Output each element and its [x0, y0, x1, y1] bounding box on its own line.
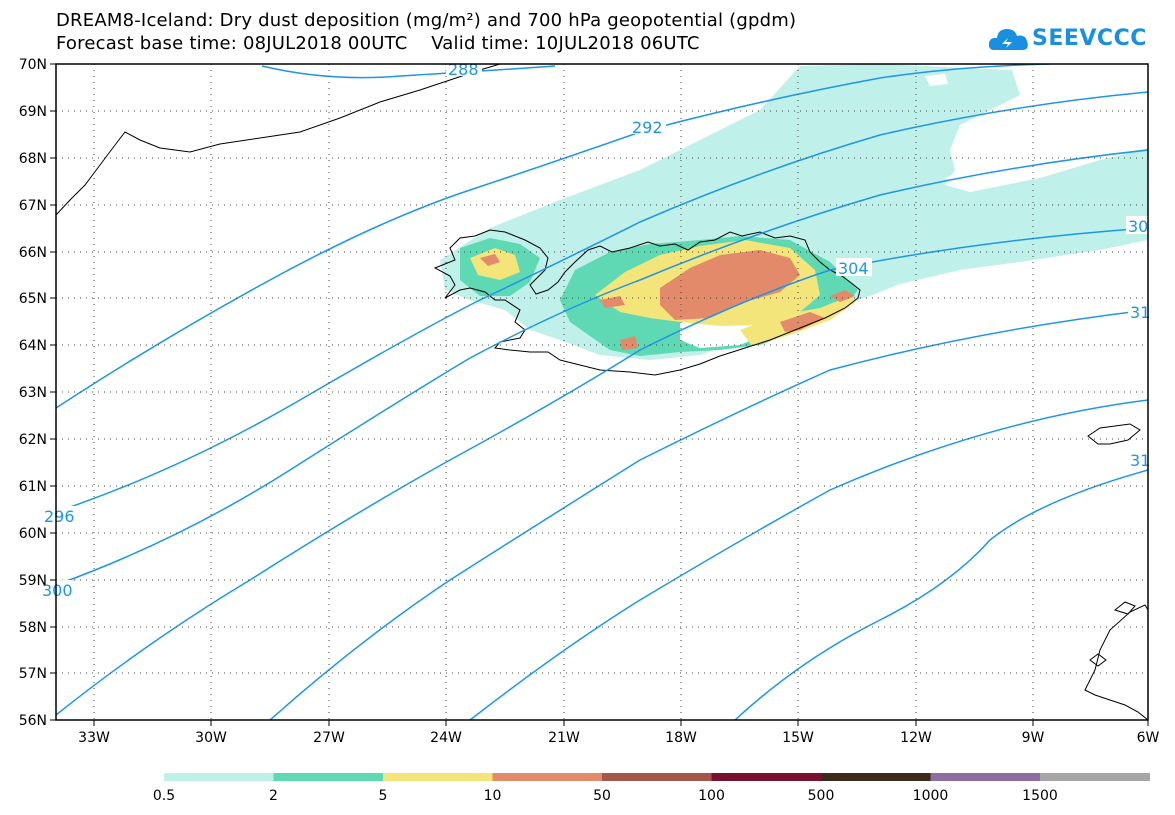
dust-field-10 [660, 250, 800, 320]
lat-label: 63N [19, 385, 47, 401]
legend-label: 10 [484, 788, 502, 804]
greenland-coastline [56, 64, 501, 216]
chart-title: DREAM8-Iceland: Dry dust deposition (mg/… [56, 10, 797, 31]
scandinavia-coastline [1087, 423, 1141, 445]
legend-label: 500 [808, 788, 835, 804]
contour-label-292: 292 [632, 118, 663, 137]
longitude-labels: 33W 30W 27W 24W 21W 18W 15W 12W 9W 6W [78, 730, 1159, 746]
lon-label: 33W [78, 730, 110, 746]
legend-swatch [164, 773, 274, 781]
lat-label: 61N [19, 479, 47, 495]
lon-label: 21W [548, 730, 580, 746]
contour-label-300: 300 [42, 581, 73, 600]
contour-label-288: 288 [448, 60, 479, 79]
legend-label: 5 [379, 788, 388, 804]
lat-label: 66N [19, 245, 47, 261]
gridlines [56, 64, 1148, 720]
legend-swatch [273, 773, 384, 781]
legend-swatch [930, 773, 1041, 781]
lat-label: 58N [19, 620, 47, 636]
latitude-labels: 70N 69N 68N 67N 66N 65N 64N 63N 62N 61N … [19, 57, 47, 729]
tick-marks [50, 63, 1149, 726]
legend-swatch [711, 773, 822, 781]
contour-label-308: 30 [1128, 217, 1148, 236]
lon-label: 9W [1022, 730, 1045, 746]
lat-label: 60N [19, 526, 47, 542]
legend-swatch [821, 773, 931, 781]
lat-label: 65N [19, 291, 47, 307]
scotland-coastline [1084, 604, 1148, 720]
lon-label: 6W [1137, 730, 1160, 746]
lon-label: 30W [195, 730, 227, 746]
geopotential-contours [56, 64, 1148, 720]
legend-swatch [602, 773, 712, 781]
contour-label-296: 296 [44, 507, 75, 526]
legend-swatch [492, 773, 603, 781]
contour-label-312: 31 [1130, 303, 1150, 322]
lon-label: 27W [313, 730, 345, 746]
contour-labels: 288 292 296 300 304 30 31 31 [42, 60, 1150, 600]
lat-label: 56N [19, 713, 47, 729]
chart-subtitle: Forecast base time: 08JUL2018 00UTC Vali… [56, 33, 700, 54]
lat-label: 70N [19, 57, 47, 73]
lon-label: 15W [782, 730, 814, 746]
legend-swatch [383, 773, 493, 781]
dust-field-gap [945, 88, 1148, 190]
lat-label: 67N [19, 198, 47, 214]
lat-label: 69N [19, 104, 47, 120]
legend-label: 0.5 [153, 788, 175, 804]
legend-label: 1500 [1022, 788, 1058, 804]
legend-swatch [1040, 773, 1150, 781]
lat-label: 59N [19, 573, 47, 589]
lon-label: 24W [430, 730, 462, 746]
lat-label: 64N [19, 338, 47, 354]
contour-label-316: 31 [1130, 451, 1150, 470]
lat-label: 57N [19, 666, 47, 682]
legend-label: 2 [269, 788, 278, 804]
color-legend: 0.5 2 5 10 50 100 500 1000 1500 [153, 773, 1150, 804]
lon-label: 12W [900, 730, 932, 746]
legend-label: 50 [593, 788, 611, 804]
legend-label: 100 [698, 788, 725, 804]
seevccc-logo: SEEVCCC [988, 20, 1146, 58]
logo-text: SEEVCCC [1032, 26, 1147, 51]
legend-label: 1000 [913, 788, 949, 804]
lat-label: 62N [19, 432, 47, 448]
lat-label: 68N [19, 151, 47, 167]
dust-field-5 [470, 248, 520, 280]
contour-label-304: 304 [838, 259, 869, 278]
lon-label: 18W [665, 730, 697, 746]
iceland-coastline [433, 229, 861, 376]
cloud-icon [988, 29, 1028, 50]
